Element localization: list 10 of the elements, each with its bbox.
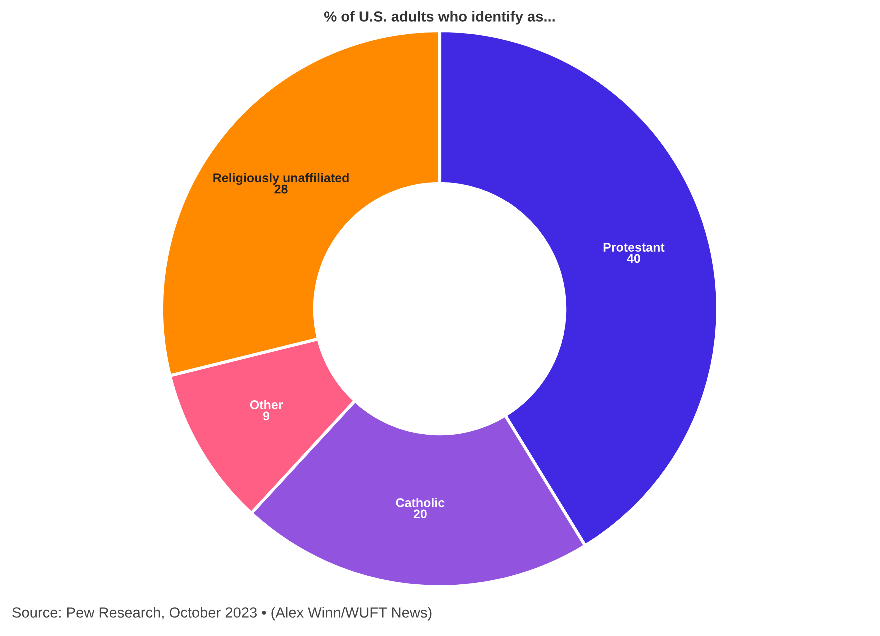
data-label: 20 bbox=[414, 510, 427, 519]
chart-title: % of U.S. adults who identify as... bbox=[324, 11, 555, 25]
slice-label: Catholic bbox=[396, 498, 445, 508]
data-label: 40 bbox=[627, 254, 640, 264]
slice-label: Other bbox=[250, 400, 284, 410]
data-label: 28 bbox=[274, 184, 288, 194]
data-label: 9 bbox=[264, 412, 270, 421]
slice-label: Religiously unaffiliated bbox=[214, 173, 349, 186]
source-note: Source: Pew Research, October 2023 • (Alex Winn/WUFT News) bbox=[12, 607, 432, 621]
slice-label: Protestant bbox=[604, 243, 665, 252]
